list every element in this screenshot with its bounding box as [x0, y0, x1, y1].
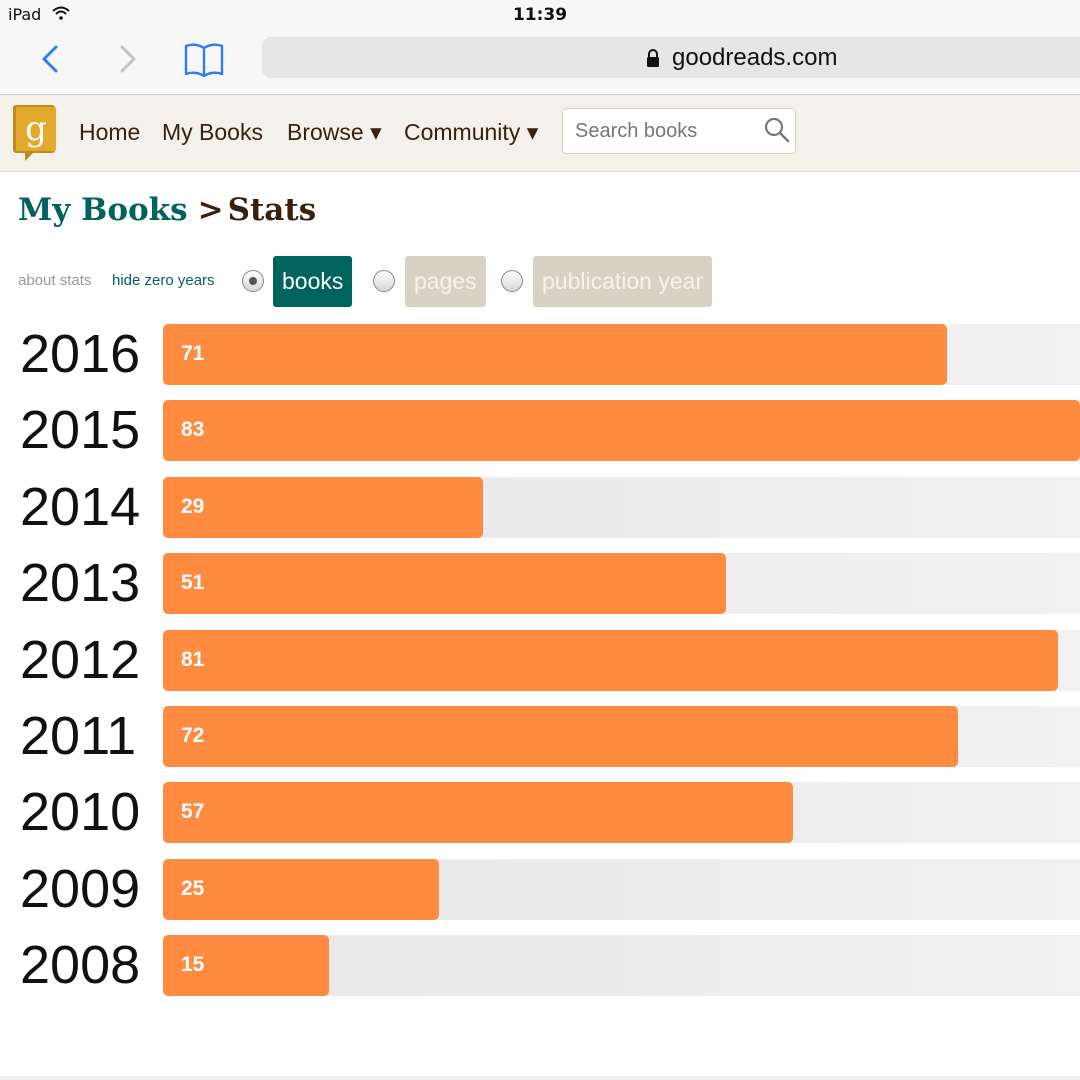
- radio-books[interactable]: [242, 270, 264, 292]
- bar[interactable]: 15: [163, 935, 329, 996]
- status-bar: iPad 11:39: [0, 0, 1080, 32]
- bar-track: 71: [163, 324, 1080, 385]
- mode-publication-year-button[interactable]: publication year: [533, 256, 713, 307]
- bar[interactable]: 29: [163, 477, 483, 538]
- device-name: iPad: [8, 5, 42, 24]
- year-label: 2015: [20, 400, 141, 460]
- bar-track: 51: [163, 553, 1080, 614]
- bar-track: 72: [163, 706, 1080, 767]
- book-icon[interactable]: [183, 40, 225, 80]
- bar[interactable]: 83: [163, 400, 1080, 461]
- bar-track: 57: [163, 782, 1080, 843]
- bar-value-label: 71: [181, 342, 205, 365]
- bar-value-label: 15: [181, 953, 205, 976]
- chart-row: 2014 29: [0, 477, 1080, 539]
- browser-toolbar: goodreads.com: [0, 32, 1080, 95]
- address-bar[interactable]: goodreads.com: [262, 37, 1080, 78]
- bar-track: 83: [163, 400, 1080, 461]
- mode-pages-button[interactable]: pages: [405, 256, 486, 307]
- logo-letter: g: [25, 109, 47, 149]
- bar-track: 15: [163, 935, 1080, 996]
- chart-row: 2012 81: [0, 630, 1080, 692]
- site-header: g Home My Books Browse ▾ Community ▾: [0, 95, 1080, 172]
- breadcrumb: My Books > Stats: [18, 192, 316, 228]
- bar-value-label: 83: [181, 418, 205, 441]
- bar[interactable]: 81: [163, 630, 1058, 691]
- bar-track: 81: [163, 630, 1080, 691]
- bar-value-label: 81: [181, 648, 205, 671]
- mode-books-button[interactable]: books: [273, 256, 353, 307]
- bar-value-label: 72: [181, 724, 205, 747]
- bar[interactable]: 25: [163, 859, 439, 920]
- address-domain: goodreads.com: [672, 44, 838, 71]
- chart-row: 2013 51: [0, 553, 1080, 615]
- nav-home[interactable]: Home: [79, 119, 141, 145]
- chart-row: 2008 15: [0, 935, 1080, 997]
- year-label: 2016: [20, 324, 141, 384]
- bar[interactable]: 71: [163, 324, 947, 385]
- nav-my-books[interactable]: My Books: [162, 119, 263, 145]
- radio-publication-year[interactable]: [501, 270, 523, 292]
- bar-value-label: 25: [181, 877, 205, 900]
- search-box: [562, 108, 796, 154]
- chart-row: 2010 57: [0, 782, 1080, 844]
- bar-track: 29: [163, 477, 1080, 538]
- nav-community-dropdown[interactable]: Community ▾: [404, 119, 539, 145]
- bar[interactable]: 72: [163, 706, 958, 767]
- goodreads-logo[interactable]: g: [11, 101, 59, 161]
- year-label: 2013: [20, 553, 141, 613]
- bar-value-label: 29: [181, 495, 205, 518]
- year-label: 2009: [20, 859, 141, 919]
- search-input[interactable]: [575, 116, 755, 146]
- status-clock: 11:39: [512, 5, 568, 25]
- year-label: 2014: [20, 477, 141, 537]
- lock-icon: [647, 49, 659, 67]
- breadcrumb-my-books[interactable]: My Books: [18, 192, 188, 228]
- bar-value-label: 57: [181, 800, 205, 823]
- footer-divider: [0, 1076, 1080, 1080]
- radio-pages[interactable]: [373, 270, 395, 292]
- wifi-icon: [52, 6, 70, 20]
- nav-browse-dropdown[interactable]: Browse ▾: [287, 119, 382, 145]
- chart-row: 2015 83: [0, 400, 1080, 462]
- year-label: 2012: [20, 630, 141, 690]
- year-label: 2008: [20, 935, 141, 995]
- chevron-right-icon[interactable]: [112, 40, 142, 78]
- search-icon[interactable]: [763, 116, 791, 144]
- about-stats-link[interactable]: about stats: [18, 272, 92, 289]
- bar[interactable]: 51: [163, 553, 726, 614]
- breadcrumb-separator: >: [197, 192, 224, 228]
- chart-row: 2016 71: [0, 324, 1080, 386]
- year-label: 2011: [20, 706, 137, 766]
- bar-track: 25: [163, 859, 1080, 920]
- hide-zero-years-link[interactable]: hide zero years: [112, 272, 215, 289]
- bar[interactable]: 57: [163, 782, 793, 843]
- bar-value-label: 51: [181, 571, 205, 594]
- chevron-left-icon[interactable]: [36, 40, 66, 78]
- year-label: 2010: [20, 782, 141, 842]
- chart-row: 2011 72: [0, 706, 1080, 768]
- chart-row: 2009 25: [0, 859, 1080, 921]
- page-title: Stats: [227, 192, 317, 228]
